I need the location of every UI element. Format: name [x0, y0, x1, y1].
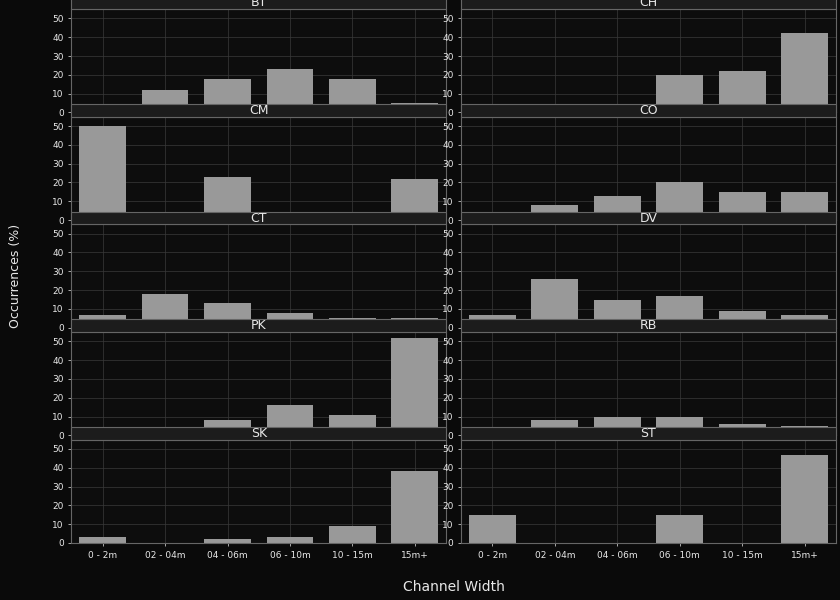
Bar	[469, 515, 516, 543]
Bar	[532, 109, 578, 112]
Bar	[469, 218, 516, 220]
Bar	[329, 415, 375, 436]
Text: Channel Width: Channel Width	[402, 580, 505, 594]
Bar	[391, 319, 438, 328]
Bar	[79, 314, 126, 328]
Bar	[204, 303, 251, 328]
Bar	[266, 313, 313, 328]
Bar	[266, 69, 313, 112]
Text: CO: CO	[639, 104, 658, 117]
FancyBboxPatch shape	[71, 427, 446, 440]
Bar	[532, 421, 578, 436]
Bar	[781, 455, 828, 543]
Bar	[781, 314, 828, 328]
FancyBboxPatch shape	[461, 319, 836, 332]
Bar	[656, 182, 703, 220]
Bar	[719, 192, 765, 220]
Text: CT: CT	[250, 212, 267, 224]
Bar	[204, 421, 251, 436]
Bar	[719, 311, 765, 328]
Bar	[266, 405, 313, 436]
Bar	[142, 431, 188, 436]
Text: SK: SK	[250, 427, 267, 440]
Bar	[594, 299, 641, 328]
Bar	[469, 431, 516, 436]
FancyBboxPatch shape	[461, 0, 836, 9]
Bar	[656, 296, 703, 328]
Bar	[204, 79, 251, 112]
Bar	[391, 179, 438, 220]
Bar	[656, 515, 703, 543]
FancyBboxPatch shape	[71, 0, 446, 9]
Text: ST: ST	[641, 427, 656, 440]
Bar	[329, 319, 375, 328]
Text: BT: BT	[250, 0, 267, 9]
Bar	[329, 526, 375, 543]
Bar	[79, 126, 126, 220]
Bar	[79, 538, 126, 543]
Bar	[719, 424, 765, 436]
Bar	[532, 205, 578, 220]
Text: DV: DV	[639, 212, 658, 224]
Bar	[142, 294, 188, 328]
Text: Occurrences (%): Occurrences (%)	[8, 224, 22, 328]
Bar	[266, 538, 313, 543]
FancyBboxPatch shape	[71, 319, 446, 332]
FancyBboxPatch shape	[71, 104, 446, 116]
Bar	[594, 416, 641, 436]
Bar	[532, 279, 578, 328]
Bar	[781, 34, 828, 112]
FancyBboxPatch shape	[461, 104, 836, 116]
Bar	[656, 75, 703, 112]
Bar	[391, 472, 438, 543]
Bar	[391, 103, 438, 112]
Bar	[656, 416, 703, 436]
Bar	[79, 109, 126, 112]
Text: PK: PK	[251, 319, 266, 332]
Bar	[329, 79, 375, 112]
Text: CH: CH	[639, 0, 658, 9]
Bar	[469, 314, 516, 328]
Text: RB: RB	[640, 319, 657, 332]
Bar	[594, 105, 641, 112]
Bar	[469, 110, 516, 112]
FancyBboxPatch shape	[461, 212, 836, 224]
FancyBboxPatch shape	[461, 427, 836, 440]
Bar	[719, 71, 765, 112]
Bar	[204, 539, 251, 543]
Bar	[79, 431, 126, 436]
Bar	[781, 426, 828, 436]
Bar	[594, 196, 641, 220]
Text: CM: CM	[249, 104, 269, 117]
Bar	[204, 177, 251, 220]
Bar	[781, 192, 828, 220]
FancyBboxPatch shape	[71, 212, 446, 224]
Bar	[142, 90, 188, 112]
Bar	[391, 338, 438, 436]
